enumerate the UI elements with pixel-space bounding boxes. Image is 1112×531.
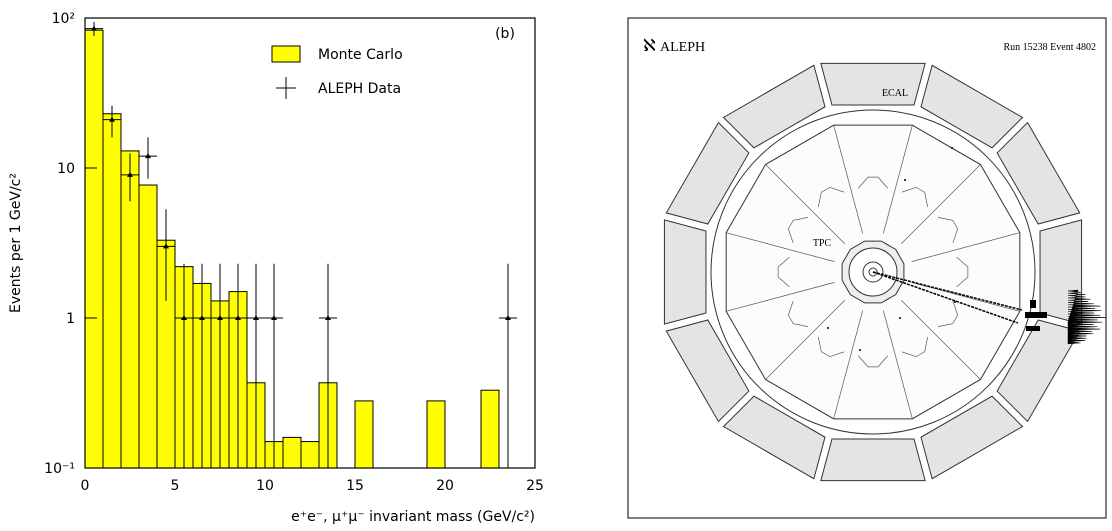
tpc-sector [883,310,913,419]
y-tick-label: 1 [66,311,75,327]
tpc-sector-edge [901,186,928,207]
legend-label: ALEPH Data [318,81,401,97]
legend-label: Monte Carlo [318,47,403,63]
ecal-module [996,121,1081,225]
x-tick-label: 25 [526,478,544,494]
data-point [109,116,115,122]
tpc-sector-edge [787,300,808,327]
detector-label: ECAL [882,88,908,99]
data-point [145,153,151,159]
tpc-sector [901,300,981,380]
ecal-module [665,121,750,225]
data-point [505,315,511,320]
histogram-bar [300,441,320,469]
tpc-sector-edge [777,256,790,288]
x-tick-label: 20 [436,478,454,494]
logo: ℵ [643,36,656,55]
ecal-module [665,319,750,423]
x-tick-label: 5 [171,478,180,494]
tpc-sector-edge [938,300,959,327]
y-tick-label: 10⁻¹ [44,461,75,477]
tpc-sector [726,282,835,312]
tpc-sector-edge [901,337,928,358]
run-info: Run 15238 Event 4802 [1004,42,1097,53]
histogram-bar [102,113,122,469]
track [872,271,1023,311]
ecal-module [820,62,926,106]
data-point [91,25,97,31]
histogram-bar [426,400,446,469]
ecal-module [996,319,1081,423]
tpc-sector [833,125,863,234]
hit [899,317,901,319]
data-point [325,315,331,320]
track [872,271,1019,324]
tpc-sector-edge [857,176,889,189]
y-tick-label: 10² [52,11,75,27]
detector-label: TPC [813,238,832,249]
data-point [199,315,205,320]
x-axis-label: e⁺e⁻, μ⁺μ⁻ invariant mass (GeV/c²) [291,509,535,525]
hit [859,349,861,351]
ecal-module [722,64,826,149]
y-axis-label: Events per 1 GeV/c² [8,173,24,313]
energy-deposit [1025,300,1047,331]
ecal-module [920,64,1024,149]
hcal-histogram [1067,289,1107,345]
histogram-bar [138,184,158,469]
hit [951,147,953,149]
data-point [163,243,169,249]
x-tick-label: 0 [81,478,90,494]
data-point [181,315,187,320]
tpc-sector-edge [938,217,959,244]
x-tick-label: 15 [346,478,364,494]
annotation: (b) [495,26,515,42]
beam-pipe [868,267,878,277]
hit [827,327,829,329]
plot-frame [84,17,536,469]
data-point [217,315,223,320]
tpc-sector [911,232,1020,262]
coil [710,109,1036,435]
vdet [862,261,884,283]
experiment-title: ALEPH [660,40,705,55]
hit [904,179,906,181]
tpc-sector [765,300,845,380]
tpc-sector-edge [956,256,969,288]
ecal-module [820,438,926,482]
tpc-sector [726,232,835,262]
histogram-bar [84,29,104,469]
histogram-bar [480,389,500,469]
data-point [235,315,241,320]
tpc-sector-edge [818,337,845,358]
detector [663,62,1107,482]
tpc-sector [833,310,863,419]
tpc-sector [765,164,845,244]
tpc-sector-edge [857,355,889,368]
ecal-module [722,395,826,480]
legend-swatch [271,45,301,63]
data-point [253,315,259,320]
tpc-sector-edge [818,186,845,207]
tpc-sector-edge [787,217,808,244]
x-tick-label: 10 [256,478,274,494]
ecal-module [663,219,707,325]
data-point [271,315,277,320]
tpc-sector [883,125,913,234]
tpc-sector [901,164,981,244]
data-point [127,171,133,177]
ecal-module [920,395,1024,480]
histogram-bar [354,400,374,469]
hit [954,301,956,303]
histogram-bar [282,436,302,469]
y-tick-label: 10 [57,161,75,177]
